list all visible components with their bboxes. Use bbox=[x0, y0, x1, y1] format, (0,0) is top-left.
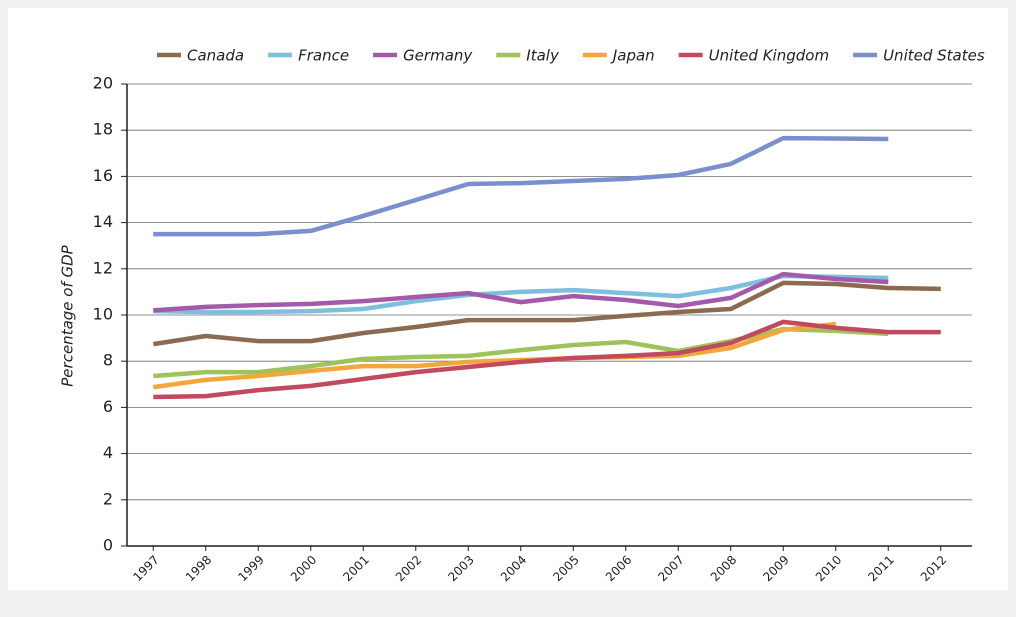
y-tick-label: 6 bbox=[103, 397, 113, 416]
y-tick-label: 12 bbox=[93, 258, 113, 277]
y-tick-label: 16 bbox=[93, 166, 113, 185]
series-line bbox=[152, 280, 941, 347]
series-line bbox=[153, 135, 889, 237]
series-line bbox=[153, 319, 941, 400]
y-tick-label: 0 bbox=[103, 536, 113, 555]
series-line bbox=[152, 321, 837, 390]
y-tick-label: 14 bbox=[93, 212, 113, 231]
y-tick-label: 18 bbox=[93, 120, 113, 139]
y-tick-label: 10 bbox=[93, 305, 113, 324]
series-line bbox=[153, 326, 889, 379]
legend-label: France bbox=[298, 47, 349, 65]
y-tick-label: 2 bbox=[103, 489, 113, 508]
y-axis-label: Percentage of GDP bbox=[59, 244, 77, 386]
legend-label: United Kingdom bbox=[709, 47, 829, 65]
legend-label: United States bbox=[883, 47, 985, 65]
series-line bbox=[153, 271, 889, 313]
legend-label: Germany bbox=[403, 47, 473, 65]
y-tick-label: 4 bbox=[103, 443, 113, 462]
legend-label: Japan bbox=[610, 47, 655, 65]
y-tick-label: 8 bbox=[103, 351, 113, 370]
legend-label: Canada bbox=[187, 47, 244, 65]
y-tick-label: 20 bbox=[93, 74, 113, 93]
legend-label: Italy bbox=[526, 47, 560, 65]
